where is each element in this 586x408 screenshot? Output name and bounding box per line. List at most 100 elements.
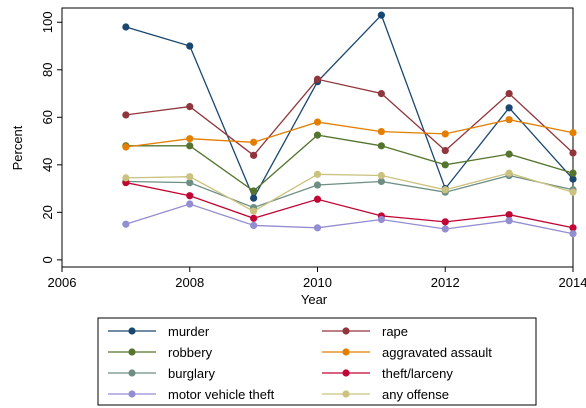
data-point	[250, 187, 258, 195]
legend-marker	[128, 369, 136, 377]
legend-label: theft/larceny	[382, 366, 453, 381]
data-point	[122, 143, 130, 151]
y-tick-label: 100	[40, 11, 55, 33]
data-point	[505, 89, 513, 98]
y-tick-label: 0	[40, 256, 55, 263]
series-7	[122, 169, 577, 215]
x-tick-label: 2008	[175, 275, 204, 290]
legend-marker	[342, 348, 350, 356]
y-tick-label: 80	[40, 63, 55, 77]
data-point	[250, 138, 258, 146]
data-point	[377, 215, 385, 224]
data-point	[505, 104, 513, 112]
data-point	[313, 75, 322, 83]
series-line	[125, 78, 574, 157]
series-line	[125, 203, 574, 235]
data-point	[377, 177, 385, 186]
data-point	[569, 188, 577, 196]
series-line	[125, 181, 574, 229]
series-2	[122, 131, 577, 195]
data-point	[441, 146, 449, 155]
legend-label: any offense	[382, 387, 449, 402]
y-tick-label: 60	[40, 110, 55, 124]
data-point	[505, 217, 513, 225]
data-point	[186, 142, 194, 150]
legend: murder rape robbery aggravated assault burgl…	[97, 317, 537, 406]
legend-label: burglary	[168, 366, 215, 381]
data-point	[441, 218, 449, 226]
data-point	[250, 151, 258, 159]
data-point	[441, 186, 449, 194]
data-point	[313, 224, 322, 232]
series-1	[122, 75, 577, 159]
legend-label: murder	[168, 324, 210, 339]
plot-area	[61, 7, 577, 268]
data-point	[377, 142, 385, 150]
legend-item: rape	[322, 324, 408, 339]
legend-item: burglary	[108, 366, 215, 381]
data-point	[250, 221, 258, 230]
data-point	[569, 149, 577, 157]
series-line	[125, 119, 574, 148]
data-point	[186, 103, 194, 111]
data-point	[569, 129, 577, 137]
legend-label: rape	[382, 324, 408, 339]
data-point	[377, 127, 385, 136]
data-point	[122, 111, 130, 119]
legend-label: motor vehicle theft	[168, 387, 275, 402]
data-point	[377, 171, 385, 180]
data-point	[441, 225, 449, 233]
data-point	[569, 175, 577, 183]
legend-label: robbery	[168, 345, 213, 360]
legend-marker	[128, 348, 136, 356]
data-point	[122, 23, 130, 31]
legend-label: aggravated assault	[382, 345, 492, 360]
data-point	[569, 169, 577, 177]
legend-item: theft/larceny	[322, 366, 453, 381]
legend-item: any offense	[322, 387, 449, 402]
series-line	[125, 172, 574, 212]
legend-item: robbery	[108, 345, 213, 360]
data-point	[313, 118, 322, 126]
data-point	[505, 116, 513, 124]
y-tick-label: 40	[40, 158, 55, 172]
data-point	[186, 42, 194, 50]
data-point	[186, 135, 194, 143]
legend-item: murder	[108, 324, 210, 339]
data-point	[313, 181, 322, 189]
data-point	[186, 179, 194, 187]
data-point	[441, 161, 449, 169]
legend-marker	[342, 369, 350, 377]
legend-marker	[342, 390, 350, 398]
data-point	[122, 220, 130, 228]
x-axis: 2006 2008 2010 2012 2014	[48, 267, 586, 290]
legend-marker	[128, 327, 136, 335]
legend-box	[97, 317, 537, 406]
series-6	[122, 200, 577, 238]
x-tick-label: 2012	[431, 275, 460, 290]
y-tick-label: 20	[40, 205, 55, 219]
data-point	[505, 211, 513, 219]
data-point	[250, 214, 258, 222]
data-point	[186, 200, 194, 208]
data-point	[569, 224, 577, 232]
data-point	[186, 192, 194, 200]
series-line	[125, 13, 574, 200]
data-point	[505, 150, 513, 158]
data-point	[186, 173, 194, 181]
legend-item: motor vehicle theft	[108, 387, 275, 402]
data-point	[569, 230, 577, 238]
series-3	[122, 116, 577, 151]
x-axis-title: Year	[301, 292, 328, 307]
data-point	[377, 11, 385, 19]
data-point	[505, 169, 513, 177]
legend-item: aggravated assault	[322, 345, 492, 360]
data-point	[250, 207, 258, 215]
legend-marker	[128, 390, 136, 398]
data-point	[250, 194, 258, 202]
series-line	[125, 174, 574, 209]
data-point	[377, 89, 385, 98]
data-point	[313, 131, 322, 139]
x-tick-label: 2006	[48, 275, 77, 290]
